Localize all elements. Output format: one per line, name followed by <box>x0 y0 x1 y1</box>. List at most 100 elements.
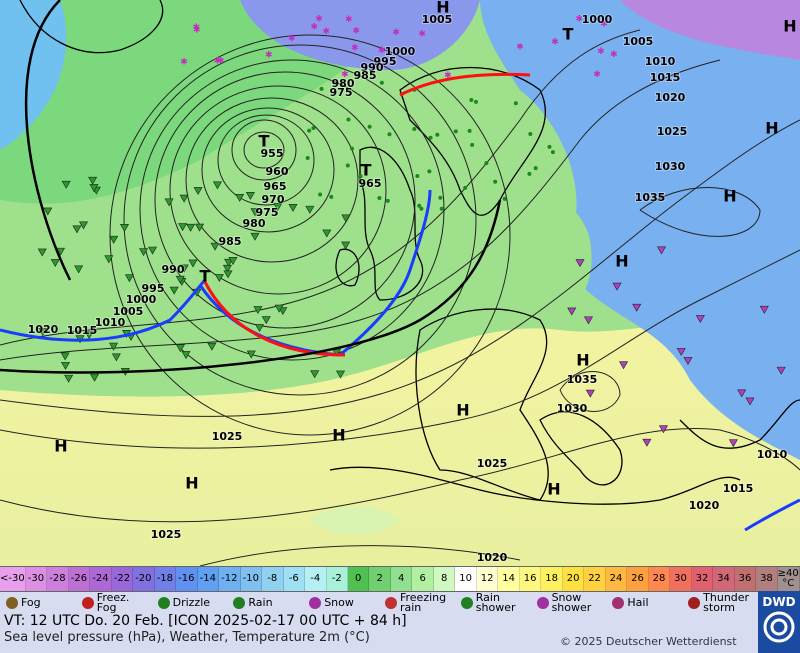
isobar-label: 1030 <box>655 160 686 173</box>
weather-symbol <box>179 264 189 273</box>
weather-symbol <box>484 161 489 166</box>
weather-symbol <box>274 304 284 313</box>
scale-cell: 18 <box>541 567 563 591</box>
weather-symbol <box>358 174 363 179</box>
weather-symbol <box>253 306 263 314</box>
weather-symbol <box>261 316 271 325</box>
pressure-center: H <box>185 474 198 493</box>
weather-symbol <box>419 206 424 211</box>
isobar <box>0 427 800 523</box>
isobar-label: 965 <box>359 177 382 190</box>
scale-cell: -6 <box>283 567 306 591</box>
legend-label: Drizzle <box>172 595 211 609</box>
weather-symbol <box>224 258 234 267</box>
weather-legend-item: Hail <box>606 591 682 614</box>
weather-symbol: ✱ <box>378 46 386 56</box>
weather-symbol <box>307 128 312 133</box>
isobar <box>139 59 445 361</box>
weather-symbol <box>438 195 443 200</box>
weather-symbol <box>246 350 256 359</box>
isobar <box>243 131 285 169</box>
weather-symbol <box>658 425 668 434</box>
scale-cell: -16 <box>176 567 198 591</box>
weather-symbol <box>575 259 585 268</box>
weather-symbol <box>104 255 114 264</box>
weather-symbol <box>178 223 188 232</box>
scale-cell: 0 <box>347 567 370 591</box>
weather-symbol: ✱ <box>345 15 353 25</box>
weather-legend-item: Drizzle <box>152 591 228 614</box>
weather-symbol <box>38 327 48 336</box>
weather-symbol: ✱ <box>180 57 188 67</box>
weather-symbol <box>74 265 84 274</box>
ridge-line <box>24 0 72 281</box>
weather-symbol <box>417 203 422 208</box>
scale-cell: -8 <box>262 567 284 591</box>
scale-cell: ≥40 °C <box>777 567 800 591</box>
weather-symbol: ✱ <box>217 56 225 66</box>
weather-symbol <box>43 207 53 216</box>
isobar-label: 1020 <box>655 91 686 104</box>
weather-symbol <box>119 224 130 232</box>
weather-symbol <box>695 315 705 323</box>
isobar-label: 975 <box>256 206 279 219</box>
legend-label: Hail <box>627 595 649 609</box>
weather-symbol <box>776 366 786 375</box>
scale-cell: -2 <box>326 567 348 591</box>
weather-legend-item: Freezing rain <box>379 591 455 614</box>
weather-symbol <box>210 242 220 251</box>
weather-symbol <box>319 86 324 91</box>
legend-label: Fog <box>21 595 41 609</box>
isobar <box>559 371 621 412</box>
warm-front <box>203 281 346 357</box>
weather-symbol <box>179 194 189 203</box>
weather-symbol <box>513 101 518 106</box>
weather-symbol <box>435 132 440 137</box>
weather-symbol <box>676 347 686 356</box>
weather-symbol <box>186 223 196 232</box>
weather-symbol: ✱ <box>193 26 201 36</box>
legend-symbol <box>612 596 625 609</box>
coastline <box>415 308 549 501</box>
weather-symbol <box>214 274 224 283</box>
isobar <box>0 249 800 449</box>
isobar-label: 955 <box>261 147 284 160</box>
weather-symbol: ✱ <box>610 50 618 60</box>
isobar-label: 1025 <box>657 125 688 138</box>
isobar <box>169 85 387 295</box>
weather-symbol: ✱ <box>341 70 349 80</box>
legend-symbol <box>460 596 473 609</box>
scale-cell: -20 <box>133 567 155 591</box>
weather-symbol <box>345 163 350 168</box>
weather-symbol <box>305 156 310 161</box>
pressure-center: H <box>765 119 778 138</box>
isobar <box>199 545 521 566</box>
weather-symbol: ✱ <box>323 27 331 37</box>
weather-symbol <box>439 206 444 211</box>
weather-symbol <box>533 166 538 171</box>
coastline <box>359 146 424 301</box>
weather-symbol <box>583 316 594 325</box>
isobar <box>154 71 416 329</box>
weather-symbol <box>341 214 351 223</box>
isobar <box>0 29 641 346</box>
weather-symbol <box>683 357 693 366</box>
weather-symbol: ✱ <box>288 34 296 44</box>
weather-legend-item: Freez. Fog <box>76 591 152 614</box>
warm-front <box>399 72 531 97</box>
legend-symbol <box>6 596 18 609</box>
weather-symbol: ✱ <box>351 44 359 54</box>
isobar-label: 1035 <box>635 191 666 204</box>
weather-symbol: ✱ <box>576 15 584 25</box>
isobars <box>0 29 800 566</box>
legend-symbol <box>384 596 397 609</box>
isobar <box>231 119 297 181</box>
weather-symbol <box>72 225 82 234</box>
weather-symbol <box>222 264 232 273</box>
weather-symbol <box>90 373 100 382</box>
weather-symbol <box>469 98 474 103</box>
isobar-label: 995 <box>142 282 165 295</box>
weather-legend-item: Snow shower <box>531 591 607 614</box>
isobar-label: 1025 <box>212 430 243 443</box>
